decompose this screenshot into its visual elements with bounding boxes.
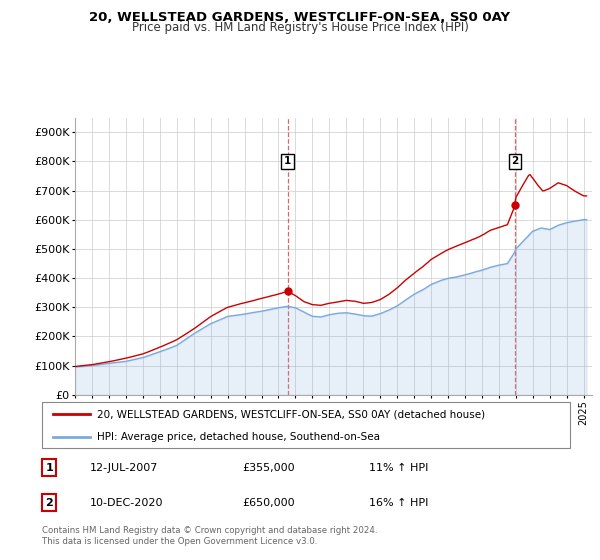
Text: 11% ↑ HPI: 11% ↑ HPI — [370, 463, 429, 473]
Text: 12-JUL-2007: 12-JUL-2007 — [89, 463, 158, 473]
FancyBboxPatch shape — [42, 402, 570, 448]
Text: HPI: Average price, detached house, Southend-on-Sea: HPI: Average price, detached house, Sout… — [97, 432, 380, 441]
Text: 1: 1 — [284, 156, 291, 166]
Text: 2: 2 — [46, 498, 53, 507]
Text: £650,000: £650,000 — [242, 498, 295, 507]
Text: 2: 2 — [511, 156, 518, 166]
Text: 20, WELLSTEAD GARDENS, WESTCLIFF-ON-SEA, SS0 0AY (detached house): 20, WELLSTEAD GARDENS, WESTCLIFF-ON-SEA,… — [97, 409, 485, 419]
Text: Contains HM Land Registry data © Crown copyright and database right 2024.
This d: Contains HM Land Registry data © Crown c… — [42, 526, 377, 546]
Text: Price paid vs. HM Land Registry's House Price Index (HPI): Price paid vs. HM Land Registry's House … — [131, 21, 469, 34]
Text: 16% ↑ HPI: 16% ↑ HPI — [370, 498, 429, 507]
Text: 20, WELLSTEAD GARDENS, WESTCLIFF-ON-SEA, SS0 0AY: 20, WELLSTEAD GARDENS, WESTCLIFF-ON-SEA,… — [89, 11, 511, 24]
Text: 10-DEC-2020: 10-DEC-2020 — [89, 498, 163, 507]
Text: 1: 1 — [46, 463, 53, 473]
Text: £355,000: £355,000 — [242, 463, 295, 473]
